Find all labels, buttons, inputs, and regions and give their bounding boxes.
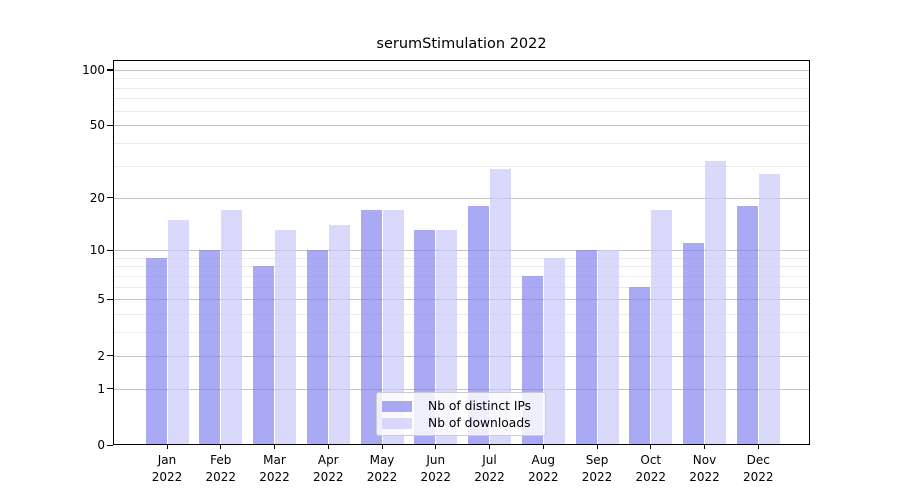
bar-jun-downloads: [436, 230, 458, 445]
x-tick-mark-apr: [327, 445, 329, 449]
bar-jun-distinct-ips: [414, 230, 436, 445]
legend-item-distinct-ips: Nb of distinct IPs: [382, 398, 537, 414]
chart-title: serumStimulation 2022: [376, 36, 547, 52]
minor-gridline-6: [114, 286, 809, 288]
major-gridline-50: [114, 125, 809, 127]
y-tick-mark-50: [107, 124, 113, 127]
x-tick-label-sep: Sep 2022: [581, 453, 613, 484]
bar-jan-downloads: [167, 219, 189, 445]
y-tick-mark-0: [107, 444, 113, 446]
x-tick-label-nov: Nov 2022: [689, 453, 720, 484]
x-tick-label-may: May 2022: [366, 453, 398, 484]
x-tick-label-oct: Oct 2022: [635, 453, 667, 484]
bar-jan-distinct-ips: [145, 257, 167, 445]
bar-aug-downloads: [543, 257, 565, 445]
bar-feb-distinct-ips: [199, 250, 221, 445]
bar-dec-downloads: [758, 174, 780, 445]
legend-swatch-downloads: [382, 417, 412, 429]
y-tick-label-20: 20: [89, 190, 105, 205]
y-tick-mark-5: [107, 298, 113, 301]
bar-mar-downloads: [275, 230, 296, 445]
major-gridline-2: [114, 355, 809, 357]
bar-nov-distinct-ips: [683, 243, 704, 445]
x-tick-label-aug: Aug 2022: [527, 453, 559, 484]
minor-gridline-4: [114, 314, 809, 316]
legend-label-distinct-ips: Nb of distinct IPs: [428, 399, 532, 413]
minor-gridline-40: [114, 143, 809, 145]
bar-mar-distinct-ips: [253, 266, 274, 445]
legend-label-downloads: Nb of downloads: [428, 416, 531, 430]
y-tick-mark-10: [107, 249, 113, 251]
bar-jul-distinct-ips: [468, 205, 489, 445]
y-tick-label-50: 50: [89, 118, 105, 133]
x-tick-mark-oct: [650, 445, 652, 449]
x-tick-mark-mar: [274, 445, 276, 449]
major-gridline-100: [114, 69, 809, 71]
x-tick-label-jul: Jul 2022: [474, 453, 505, 484]
bar-may-downloads: [382, 210, 404, 445]
major-gridline-1: [114, 388, 809, 390]
x-tick-mark-jul: [489, 445, 491, 449]
minor-gridline-3: [114, 332, 809, 334]
minor-gridline-70: [114, 98, 809, 100]
bar-apr-distinct-ips: [306, 250, 328, 445]
x-tick-mark-feb: [220, 445, 222, 449]
major-gridline-20: [114, 197, 809, 199]
x-tick-label-dec: Dec 2022: [742, 453, 774, 484]
bar-may-distinct-ips: [360, 210, 382, 445]
y-tick-label-5: 5: [97, 292, 105, 307]
minor-gridline-30: [114, 165, 809, 167]
x-tick-mark-aug: [542, 445, 544, 449]
minor-gridline-7: [114, 275, 809, 277]
x-tick-label-feb: Feb 2022: [205, 453, 237, 484]
x-tick-label-apr: Apr 2022: [312, 453, 344, 484]
minor-gridline-60: [114, 110, 809, 112]
x-tick-mark-may: [381, 445, 383, 449]
y-tick-mark-2: [107, 355, 113, 357]
y-tick-mark-100: [107, 69, 113, 71]
bar-oct-distinct-ips: [629, 286, 651, 445]
minor-gridline-90: [114, 78, 809, 80]
legend-swatch-distinct-ips: [382, 400, 412, 412]
bar-sep-distinct-ips: [575, 250, 597, 445]
y-tick-label-10: 10: [89, 243, 105, 258]
x-tick-label-mar: Mar 2022: [259, 453, 290, 484]
x-tick-mark-nov: [704, 445, 706, 449]
gridlines-layer: [113, 60, 810, 445]
bar-sep-downloads: [597, 250, 619, 445]
y-tick-mark-20: [107, 197, 113, 199]
x-tick-mark-dec: [757, 445, 759, 449]
y-tick-label-2: 2: [97, 348, 105, 363]
bar-oct-downloads: [651, 210, 673, 445]
bar-feb-downloads: [221, 210, 243, 445]
legend-item-downloads: Nb of downloads: [382, 415, 537, 431]
bar-dec-distinct-ips: [736, 205, 758, 445]
major-gridline-10: [114, 250, 809, 252]
y-tick-label-0: 0: [97, 438, 105, 452]
y-tick-label-100: 100: [82, 62, 105, 77]
minor-gridline-8: [114, 266, 809, 268]
x-tick-label-jan: Jan 2022: [151, 453, 183, 484]
legend: Nb of distinct IPs Nb of downloads: [376, 392, 546, 436]
x-tick-label-jun: Jun 2022: [420, 453, 452, 484]
bar-nov-downloads: [705, 160, 726, 445]
x-tick-mark-jun: [435, 445, 437, 449]
minor-gridline-9: [114, 257, 809, 259]
minor-gridline-80: [114, 87, 809, 89]
major-gridline-5: [114, 299, 809, 301]
y-tick-mark-1: [107, 388, 113, 390]
x-tick-mark-sep: [596, 445, 598, 449]
bars-layer: [113, 60, 810, 445]
y-tick-label-1: 1: [97, 381, 105, 396]
x-tick-mark-jan: [166, 445, 168, 449]
bar-jul-downloads: [490, 168, 511, 445]
bar-apr-downloads: [328, 224, 350, 445]
